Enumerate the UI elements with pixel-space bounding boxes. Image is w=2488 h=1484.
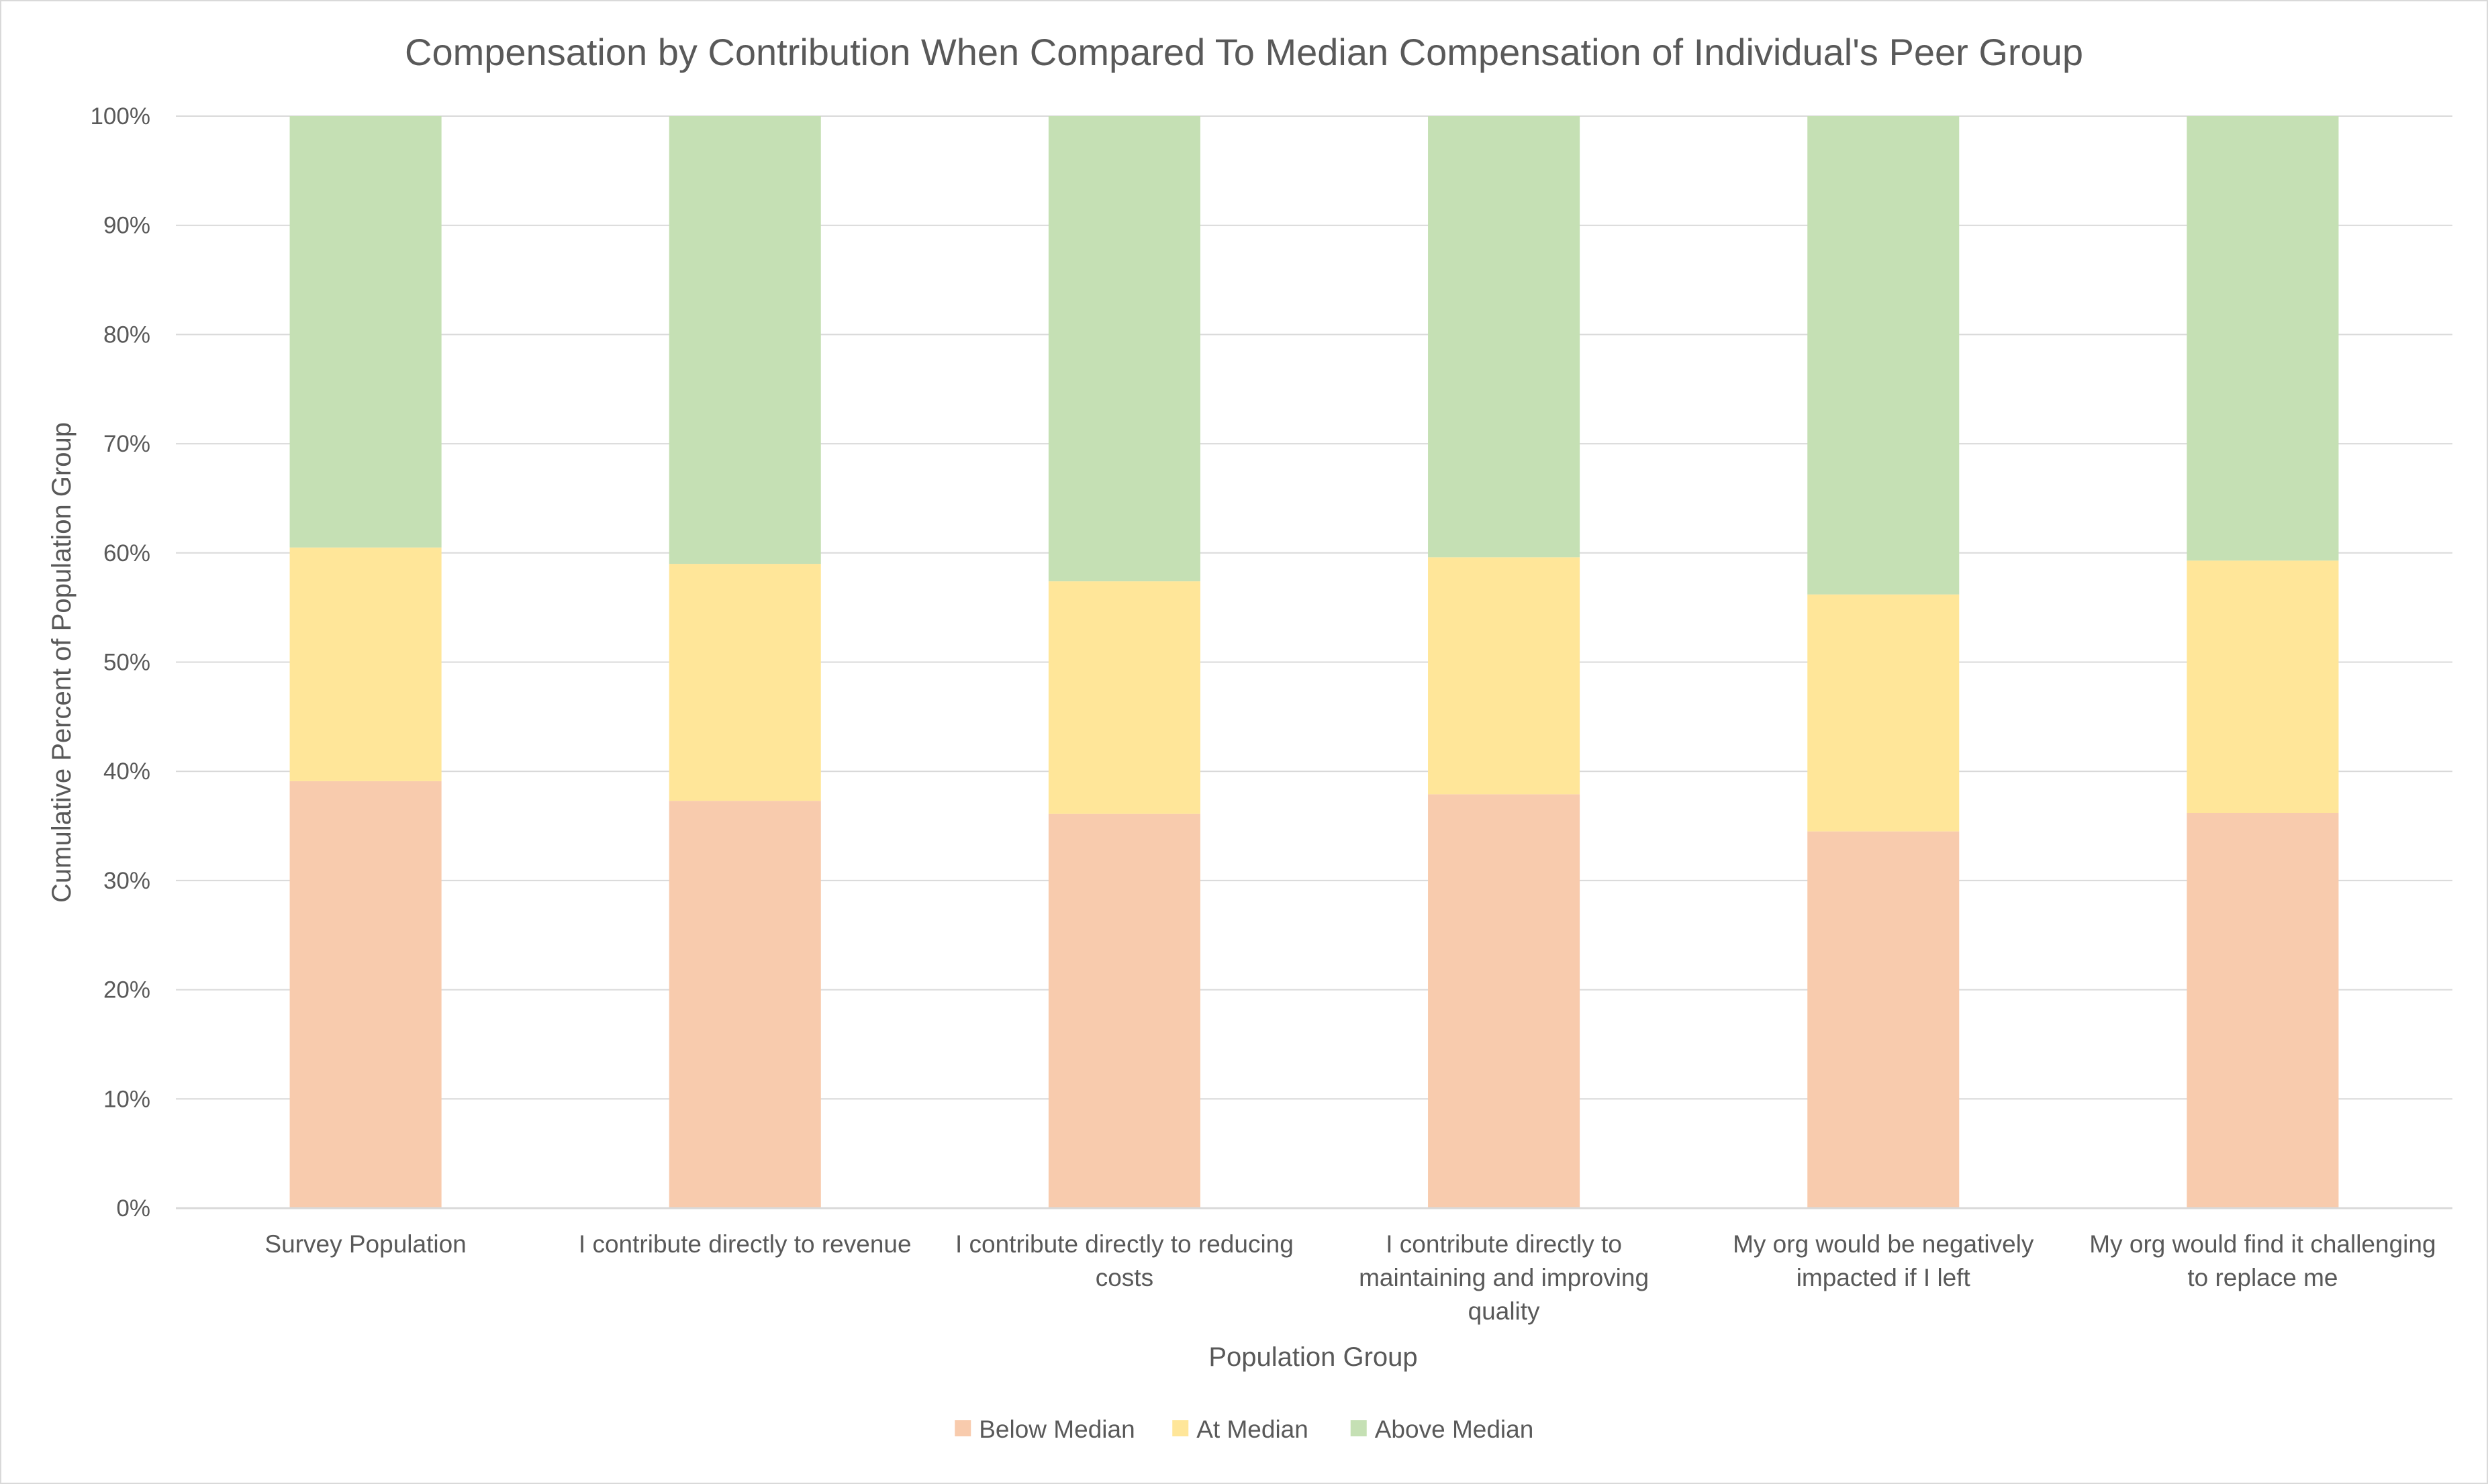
y-tick-label: 100%: [90, 103, 150, 130]
bar-segment-above-median: [1428, 116, 1580, 558]
bars: [289, 116, 2339, 1208]
y-tick-label: 30%: [103, 868, 150, 894]
legend-swatch: [1350, 1420, 1367, 1436]
gridlines: [176, 115, 2452, 1100]
y-tick-label: 20%: [103, 977, 150, 1003]
bar-segment-above-median: [289, 116, 442, 548]
bar-segment-above-median: [1807, 116, 1960, 595]
category-labels: Survey Population I contribute directly t…: [265, 1230, 2436, 1325]
y-tick-label: 50%: [103, 650, 150, 676]
bar-segment-at-median: [1428, 557, 1580, 795]
y-tick-label: 0%: [116, 1195, 150, 1222]
y-tick-label: 70%: [103, 431, 150, 457]
bar-segment-at-median: [1807, 594, 1960, 832]
bar-segment-at-median: [289, 547, 442, 781]
bar-segment-below-median: [1807, 831, 1960, 1208]
x-category-label: My org would find it challenging to repla…: [2089, 1230, 2436, 1291]
bar-segment-above-median: [669, 116, 821, 564]
y-tick-label: 60%: [103, 540, 150, 566]
y-tick-label: 10%: [103, 1086, 150, 1112]
legend-swatch: [955, 1420, 971, 1436]
bar-segment-at-median: [2187, 560, 2339, 813]
y-tick-label: 40%: [103, 758, 150, 785]
bar-segment-at-median: [1048, 581, 1200, 814]
bar-segment-below-median: [1048, 813, 1200, 1208]
y-axis-title: Cumulative Percent of Population Group: [47, 422, 77, 903]
x-category-label: I contribute directly to revenue: [579, 1230, 912, 1258]
bar-segment-above-median: [2187, 116, 2339, 561]
x-category-label: I contribute directly to maintaining and …: [1359, 1230, 1649, 1325]
bar-segment-at-median: [669, 564, 821, 801]
y-axis-ticks: 0% 10% 20% 30% 40% 50% 60% 70% 80% 90% 100%: [90, 103, 150, 1222]
legend-label: At Median: [1196, 1416, 1308, 1443]
bar-segment-below-median: [669, 801, 821, 1208]
x-category-label: My org would be negatively impacted if I …: [1733, 1230, 2034, 1291]
y-tick-label: 90%: [103, 213, 150, 239]
x-axis-title: Population Group: [1208, 1342, 1417, 1372]
chart-title: Compensation by Contribution When Compar…: [405, 31, 2083, 73]
bar-segment-below-median: [1428, 794, 1580, 1208]
bar-segment-above-median: [1048, 116, 1200, 582]
legend-swatch: [1172, 1420, 1189, 1436]
bar-segment-below-median: [2187, 813, 2339, 1208]
legend-label: Above Median: [1375, 1416, 1534, 1443]
y-tick-label: 80%: [103, 321, 150, 348]
x-category-label: I contribute directly to reducing costs: [955, 1230, 1294, 1291]
legend-label: Below Median: [979, 1416, 1135, 1443]
x-category-label: Survey Population: [265, 1230, 466, 1258]
legend: Below Median At Median Above Median: [955, 1416, 1533, 1443]
bar-segment-below-median: [289, 781, 442, 1208]
